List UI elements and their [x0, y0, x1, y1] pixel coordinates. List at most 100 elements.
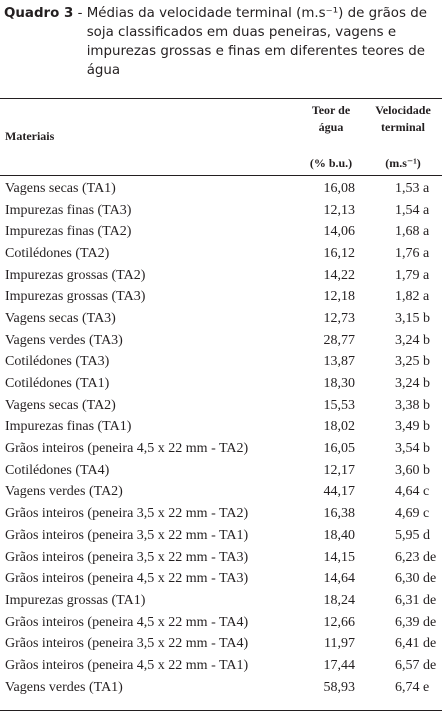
table-row: Grãos inteiros (peneira 3,5 x 22 mm - TA… [0, 503, 442, 525]
cell-velocidade: 3,15 b [395, 310, 430, 326]
cell-material: Vagens verdes (TA1) [5, 679, 123, 695]
cell-material: Impurezas finas (TA3) [5, 202, 132, 218]
cell-teor: 14,64 [323, 571, 356, 587]
cell-teor: 16,05 [323, 441, 356, 457]
table-row: Grãos inteiros (peneira 4,5 x 22 mm - TA… [0, 655, 442, 677]
cell-material: Vagens secas (TA2) [5, 397, 116, 413]
cell-material: Grãos inteiros (peneira 4,5 x 22 mm - TA… [5, 614, 249, 630]
cell-material: Cotilédones (TA3) [5, 354, 110, 370]
table-row: Impurezas finas (TA3) 12,13 1,54 a [0, 200, 442, 222]
cell-teor: 17,44 [323, 657, 356, 673]
cell-velocidade: 3,60 b [395, 462, 430, 478]
table-row: Grãos inteiros (peneira 4,5 x 22 mm - TA… [0, 438, 442, 460]
top-rule [0, 98, 442, 99]
header-teor-unit: (% b.u.) [309, 156, 353, 170]
cell-velocidade: 1,79 a [395, 267, 430, 283]
cell-velocidade: 6,30 de [395, 571, 437, 587]
cell-velocidade: 3,25 b [395, 354, 430, 370]
header-vel-line2: terminal [381, 120, 425, 134]
cell-teor: 18,30 [323, 376, 356, 392]
cell-material: Grãos inteiros (peneira 3,5 x 22 mm - TA… [5, 527, 249, 543]
cell-velocidade: 4,64 c [395, 484, 430, 500]
cell-velocidade: 1,82 a [395, 289, 430, 305]
cell-velocidade: 5,95 d [395, 527, 430, 543]
cell-velocidade: 3,38 b [395, 397, 430, 413]
cell-teor: 14,06 [323, 224, 356, 240]
cell-material: Grãos inteiros (peneira 3,5 x 22 mm - TA… [5, 636, 249, 652]
cell-teor: 18,24 [323, 592, 356, 608]
cell-teor: 12,66 [323, 614, 356, 630]
cell-velocidade: 1,68 a [395, 224, 430, 240]
cell-teor: 28,77 [323, 332, 356, 348]
cell-teor: 12,13 [323, 202, 356, 218]
cell-velocidade: 1,76 a [395, 245, 430, 261]
cell-velocidade: 3,24 b [395, 376, 430, 392]
cell-teor: 15,53 [323, 397, 356, 413]
cell-velocidade: 3,24 b [395, 332, 430, 348]
table-row: Vagens verdes (TA1) 58,93 6,74 e [0, 677, 442, 699]
table-row: Cotilédones (TA3) 13,87 3,25 b [0, 352, 442, 374]
table-row: Impurezas finas (TA1) 18,02 3,49 b [0, 417, 442, 439]
cell-teor: 14,15 [323, 549, 356, 565]
cell-material: Vagens verdes (TA2) [5, 484, 123, 500]
table-row: Vagens verdes (TA3) 28,77 3,24 b [0, 330, 442, 352]
table-row: Impurezas finas (TA2) 14,06 1,68 a [0, 221, 442, 243]
cell-material: Grãos inteiros (peneira 4,5 x 22 mm - TA… [5, 441, 249, 457]
cell-velocidade: 6,74 e [395, 679, 430, 695]
header-vel-line1: Velocidade [375, 103, 431, 117]
table-row: Grãos inteiros (peneira 4,5 x 22 mm - TA… [0, 568, 442, 590]
cell-material: Impurezas finas (TA1) [5, 419, 132, 435]
caption-separator: - [73, 6, 87, 21]
cell-material: Impurezas grossas (TA3) [5, 289, 146, 305]
cell-teor: 11,97 [324, 636, 355, 652]
table-row: Cotilédones (TA1) 18,30 3,24 b [0, 373, 442, 395]
cell-teor: 58,93 [323, 679, 356, 695]
cell-teor: 12,17 [323, 462, 356, 478]
cell-material: Vagens secas (TA1) [5, 180, 116, 196]
data-table: Vagens secas (TA1) 16,08 1,53 a Impurezas f… [0, 178, 442, 699]
cell-velocidade: 6,41 de [395, 636, 437, 652]
cell-velocidade: 1,54 a [395, 202, 430, 218]
table-row: Grãos inteiros (peneira 3,5 x 22 mm - TA… [0, 633, 442, 655]
header-vel-unit: (m.s⁻¹) [385, 156, 421, 170]
caption-label: Quadro 3 [4, 6, 74, 21]
table-row: Vagens secas (TA2) 15,53 3,38 b [0, 395, 442, 417]
cell-material: Grãos inteiros (peneira 3,5 x 22 mm - TA… [5, 506, 249, 522]
cell-material: Cotilédones (TA4) [5, 462, 110, 478]
table-row: Grãos inteiros (peneira 3,5 x 22 mm - TA… [0, 547, 442, 569]
table-row: Grãos inteiros (peneira 4,5 x 22 mm - TA… [0, 612, 442, 634]
table-row: Cotilédones (TA4) 12,17 3,60 b [0, 460, 442, 482]
table-row: Vagens secas (TA1) 16,08 1,53 a [0, 178, 442, 200]
cell-material: Impurezas finas (TA2) [5, 224, 132, 240]
header-teor-line2: água [318, 120, 344, 134]
cell-velocidade: 3,49 b [395, 419, 430, 435]
caption-text: Médias da velocidade terminal (m.s⁻¹) de… [86, 6, 427, 78]
table-caption: Quadro 3 - Médias da velocidade terminal… [4, 4, 436, 80]
bottom-rule [0, 710, 442, 711]
cell-velocidade: 1,53 a [395, 180, 430, 196]
cell-teor: 16,08 [323, 180, 356, 196]
cell-teor: 12,18 [323, 289, 356, 305]
cell-material: Grãos inteiros (peneira 3,5 x 22 mm - TA… [5, 549, 249, 565]
table-body: Vagens secas (TA1) 16,08 1,53 a Impurezas f… [0, 178, 442, 699]
cell-teor: 13,87 [323, 354, 356, 370]
cell-teor: 18,02 [323, 419, 356, 435]
cell-velocidade: 6,23 de [395, 549, 437, 565]
cell-velocidade: 6,57 de [395, 657, 437, 673]
cell-material: Cotilédones (TA1) [5, 376, 110, 392]
table-row: Impurezas grossas (TA3) 12,18 1,82 a [0, 286, 442, 308]
cell-teor: 16,38 [323, 506, 356, 522]
table-row: Cotilédones (TA2) 16,12 1,76 a [0, 243, 442, 265]
cell-velocidade: 6,39 de [395, 614, 437, 630]
cell-material: Impurezas grossas (TA2) [5, 267, 146, 283]
cell-material: Vagens secas (TA3) [5, 310, 116, 326]
header-velocidade: Velocidade terminal [365, 102, 441, 136]
cell-teor: 44,17 [323, 484, 356, 500]
table-row: Grãos inteiros (peneira 3,5 x 22 mm - TA… [0, 525, 442, 547]
cell-teor: 16,12 [323, 245, 356, 261]
header-rule [0, 175, 442, 176]
cell-material: Cotilédones (TA2) [5, 245, 110, 261]
table-row: Vagens verdes (TA2) 44,17 4,64 c [0, 482, 442, 504]
cell-material: Impurezas grossas (TA1) [5, 592, 146, 608]
table-row: Impurezas grossas (TA1) 18,24 6,31 de [0, 590, 442, 612]
